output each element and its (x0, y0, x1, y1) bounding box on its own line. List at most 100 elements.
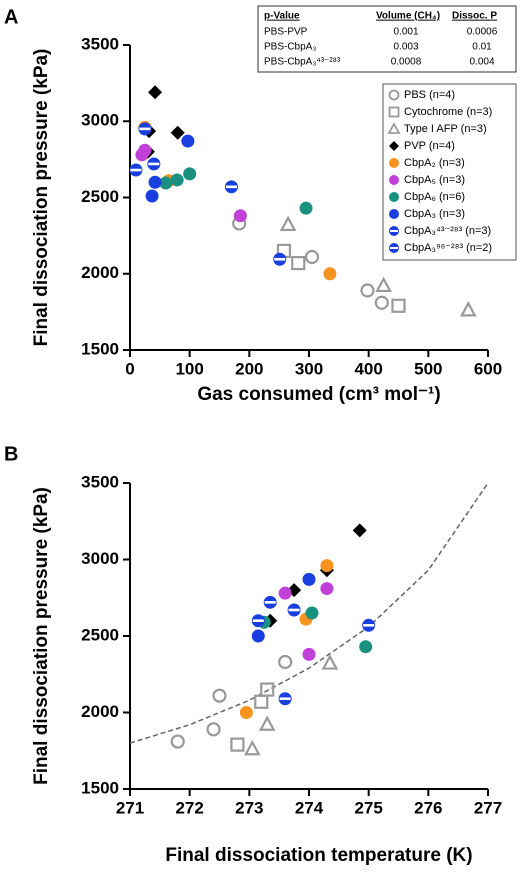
table-cell: 0.0006 (467, 27, 498, 38)
legend-marker (389, 192, 399, 202)
point (170, 173, 184, 187)
legend-swatch (389, 192, 399, 202)
legend-swatch (388, 106, 400, 118)
y-tick-label: 2500 (81, 187, 119, 206)
point (320, 559, 334, 573)
point (305, 606, 319, 620)
marker-stripe (274, 257, 286, 261)
marker-stripe (130, 168, 142, 172)
point (302, 572, 316, 586)
point (239, 706, 253, 719)
point (320, 582, 334, 596)
y-tick-label: 1500 (81, 778, 119, 797)
legend-stripe (390, 247, 398, 249)
x-tick-label: 273 (235, 798, 263, 817)
legend-stripe (390, 230, 398, 232)
legend-label: CbpA₃⁹⁶⁻²⁸³ (n=2) (404, 242, 492, 254)
y-tick-label: 2500 (81, 625, 119, 644)
point (304, 249, 320, 265)
x-tick-label: 272 (175, 798, 203, 817)
marker-stripe (252, 619, 264, 622)
point (299, 201, 313, 215)
x-axis-title: Gas consumed (cm³ mol⁻¹) (197, 384, 440, 405)
point (135, 148, 149, 162)
y-axis-title: Final dissociation pressure (kPa) (31, 487, 52, 785)
y-axis-title: Final dissociation pressure (kPa) (31, 49, 52, 347)
x-tick-label: 200 (235, 359, 263, 378)
point (170, 734, 185, 749)
point (148, 175, 162, 189)
point (375, 276, 392, 293)
point (251, 629, 265, 643)
y-tick-label: 3500 (81, 472, 119, 491)
y-tick-label: 3500 (81, 34, 119, 53)
legend-label: PVP (n=4) (404, 140, 455, 152)
table-cell: 0.0008 (391, 57, 422, 68)
point (278, 586, 292, 600)
legend-marker (388, 89, 400, 101)
point (183, 167, 197, 181)
legend-swatch (389, 175, 399, 185)
point (254, 694, 269, 709)
point (181, 134, 195, 148)
table-header: Volume (CH₄) (376, 11, 440, 22)
x-tick-label: 276 (414, 798, 442, 817)
y-tick-label: 2000 (81, 263, 119, 282)
point (206, 722, 221, 737)
legend-marker (389, 175, 399, 185)
point (279, 215, 297, 232)
x-axis-title: Final dissociation temperature (K) (165, 845, 472, 866)
marker-stripe (139, 127, 151, 131)
x-tick-label: 600 (474, 359, 502, 378)
legend-marker (389, 209, 399, 219)
point (391, 298, 406, 313)
marker-stripe (148, 162, 160, 166)
legend-label: CbpA₂ (n=3) (404, 157, 465, 169)
point (302, 647, 316, 661)
panel-label: A (4, 6, 18, 28)
y-tick-label: 1500 (81, 339, 119, 358)
legend-marker (388, 106, 400, 118)
legend-swatch (387, 122, 401, 134)
point (212, 688, 227, 703)
fit-curve (129, 482, 489, 744)
legend-label: CbpA₃⁴³⁻²⁸³ (n=3) (404, 225, 491, 237)
point (323, 267, 337, 281)
legend-label: PBS (n=4) (404, 89, 455, 101)
point (258, 715, 276, 731)
x-tick-label: 271 (116, 798, 144, 817)
legend-label: Type I AFP (n=3) (404, 123, 487, 135)
marker-stripe (288, 608, 300, 612)
x-tick-label: 277 (474, 798, 502, 817)
point (145, 189, 159, 203)
point (291, 255, 306, 271)
point (159, 176, 173, 190)
table-cell: 0.003 (393, 42, 418, 53)
point (260, 682, 275, 697)
legend-marker (389, 141, 399, 151)
legend-swatch (389, 243, 399, 253)
point (321, 654, 339, 670)
marker-stripe (264, 601, 276, 604)
point (243, 739, 261, 756)
point (230, 737, 245, 752)
legend-label: CbpA₃ (n=3) (404, 208, 465, 220)
y-tick-label: 3000 (81, 111, 119, 130)
point (459, 301, 477, 317)
table-cell: 0.01 (472, 42, 492, 53)
table-cell: 0.004 (469, 57, 494, 68)
point (278, 654, 293, 670)
legend-swatch (389, 209, 399, 219)
point (148, 85, 163, 100)
marker-stripe (363, 623, 375, 627)
table-header: Dissoc. P (452, 11, 497, 22)
legend-label: CbpA₅ (n=3) (404, 174, 465, 186)
x-tick-label: 100 (175, 359, 203, 378)
point (374, 295, 389, 310)
legend-marker (389, 158, 399, 168)
table-cell: PBS-PVP (264, 27, 308, 38)
y-tick-label: 3000 (81, 549, 119, 568)
x-tick-label: 274 (295, 798, 324, 817)
x-tick-label: 0 (125, 359, 134, 378)
